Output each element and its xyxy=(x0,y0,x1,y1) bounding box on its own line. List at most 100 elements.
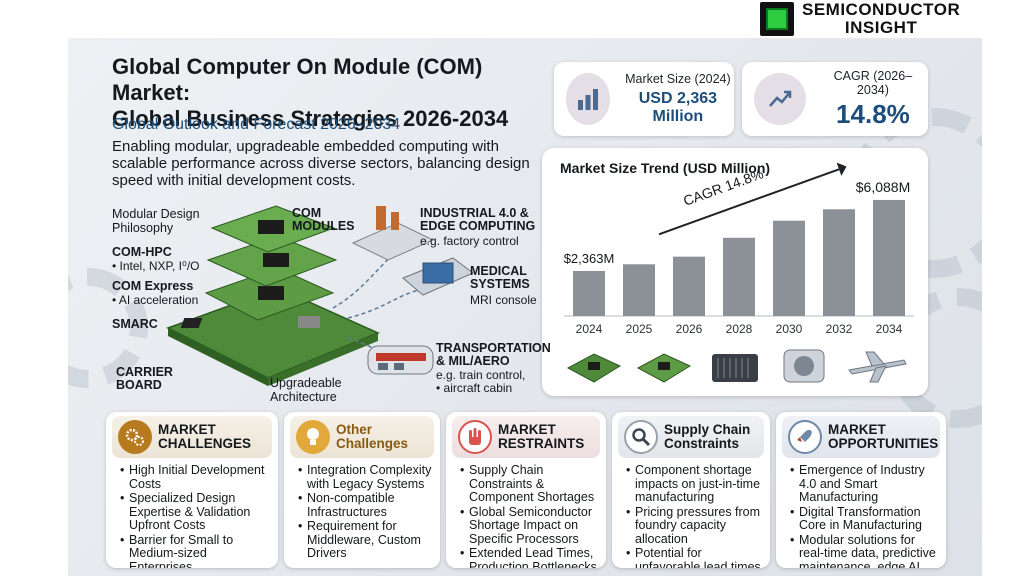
carrier-line2: BOARD xyxy=(116,378,162,392)
card-list: Integration Complexity with Legacy Syste… xyxy=(284,458,440,561)
airplane-icon xyxy=(848,351,907,383)
com-hpc-sub: • Intel, NXP, I⁰/O xyxy=(112,259,200,273)
trend-up-icon xyxy=(754,73,806,125)
transport-sub2: • aircraft cabin xyxy=(436,381,513,395)
board-chip xyxy=(180,318,203,328)
board-port xyxy=(298,316,320,328)
list-item: Integration Complexity with Legacy Syste… xyxy=(298,463,432,491)
brand-line1: SEMICONDUCTOR xyxy=(802,0,961,19)
chart-bar-2024 xyxy=(573,270,605,316)
medical-label: MEDICAL SYSTEMS xyxy=(470,265,530,291)
brand-logo: SEMICONDUCTOR INSIGHT xyxy=(760,0,982,38)
medical-sub: MRI console xyxy=(470,293,537,307)
x-tick-label: 2025 xyxy=(626,322,653,336)
modular-design-label: Modular Design Philosophy xyxy=(112,207,200,235)
x-tick-label: 2030 xyxy=(776,322,803,336)
market-size-card: Market Size (2024) USD 2,363 Million xyxy=(554,62,734,136)
cagr-annotation: CAGR 14.8% xyxy=(681,165,765,209)
transport-sub1: e.g. train control, xyxy=(436,368,526,382)
carrier-line1: CARRIER xyxy=(116,365,173,379)
gears-icon xyxy=(118,420,152,454)
market-opportunities-card: MARKET OPPORTUNITIES Emergence of Indust… xyxy=(776,412,946,568)
upgradeable-label: Upgradeable Architecture xyxy=(270,376,342,404)
train-icon xyxy=(367,345,434,375)
list-item: Digital Transformation Core in Manufactu… xyxy=(790,505,938,533)
medical-line1: MEDICAL xyxy=(470,264,527,278)
bar-chart-icon xyxy=(566,73,610,125)
card-title: Other Challenges xyxy=(336,422,409,451)
cagr-card: CAGR (2026–2034) 14.8% xyxy=(742,62,928,136)
mri-scanner-icon xyxy=(783,349,825,383)
list-item: Potential for unfavorable lead times xyxy=(626,546,762,568)
market-size-label: Market Size (2024) xyxy=(625,72,731,86)
industrial-label: INDUSTRIAL 4.0 & EDGE COMPUTING xyxy=(420,207,535,233)
carrier-board-edge-right xyxy=(268,333,378,386)
hand-stop-icon xyxy=(458,420,492,454)
x-tick-label: 2032 xyxy=(826,322,853,336)
cagr-value: 14.8% xyxy=(836,98,910,129)
card-header: Supply Chain Constraints xyxy=(618,416,764,458)
module-board-icon xyxy=(636,353,692,383)
com-hpc-chip xyxy=(258,220,284,234)
smarc-label: SMARC xyxy=(112,317,158,331)
transport-label: TRANSPORTATION & MIL/AERO xyxy=(436,342,551,368)
card-header: MARKET RESTRAINTS xyxy=(452,416,600,458)
transport-line1: TRANSPORTATION xyxy=(436,341,551,355)
list-item: Emergence of Industry 4.0 and Smart Manu… xyxy=(790,463,938,505)
chip-logo-icon xyxy=(760,2,794,36)
other-challenges-card: Other Challenges Integration Complexity … xyxy=(284,412,440,568)
x-tick-label: 2028 xyxy=(726,322,753,336)
module-board-icon xyxy=(566,353,622,383)
card-header: MARKET OPPORTUNITIES xyxy=(782,416,940,458)
card-title: MARKET RESTRAINTS xyxy=(498,422,585,451)
card-header: MARKET CHALLENGES xyxy=(112,416,272,458)
title-line1: Global Computer On Module (COM) Market: xyxy=(112,54,483,105)
chart-bar-2032 xyxy=(823,209,855,316)
com-modules-label: COM MODULES xyxy=(292,206,355,233)
x-tick-label: 2034 xyxy=(876,322,903,336)
rocket-icon xyxy=(788,420,822,454)
list-item: Supply Chain Constraints & Component Sho… xyxy=(460,463,598,505)
card-title: MARKET OPPORTUNITIES xyxy=(828,422,939,451)
market-size-value: USD 2,363 Million xyxy=(638,90,718,125)
market-challenges-card: MARKET CHALLENGES High Initial Developme… xyxy=(106,412,278,568)
page-subtitle: Global Outlook and Forecast 2026–2034 xyxy=(112,116,401,133)
title-line2: Global Business Strategies 2026-2034 xyxy=(112,106,509,131)
factory-icon xyxy=(351,206,435,261)
com-express-sub: • AI acceleration xyxy=(112,293,199,307)
brand-name: SEMICONDUCTOR INSIGHT xyxy=(802,1,960,37)
page-description: Enabling modular, upgradeable embedded c… xyxy=(112,138,530,189)
list-item: Barrier for Small to Medium-sized Enterp… xyxy=(120,533,270,568)
com-express-label: COM Express xyxy=(112,279,194,293)
brand-line2: INSIGHT xyxy=(844,18,918,37)
chart-bar-2025 xyxy=(623,264,655,316)
card-list: Component shortage impacts on just-in-ti… xyxy=(612,458,770,568)
card-list: Emergence of Industry 4.0 and Smart Manu… xyxy=(776,458,946,568)
mri-console-icon xyxy=(402,257,474,296)
chart-bar-2030 xyxy=(773,220,805,316)
magnifier-icon xyxy=(624,420,658,454)
cagr-label: CAGR (2026–2034) xyxy=(833,68,913,97)
supply-chain-card: Supply Chain Constraints Component short… xyxy=(612,412,770,568)
carrier-board-label: CARRIER BOARD xyxy=(116,366,173,392)
cagr-arrow-head xyxy=(836,162,847,176)
list-item: Extended Lead Times, Production Bottlene… xyxy=(460,546,598,568)
chart-bar-2028 xyxy=(723,237,755,316)
list-item: High Initial Development Costs xyxy=(120,463,270,491)
list-item: Global Semiconductor Shortage Impact on … xyxy=(460,505,598,547)
market-trend-chart: 2024 2025 2026 2028 2030 2032 2034 $2,363M $6,08… xyxy=(564,162,914,383)
x-tick-label: 2026 xyxy=(676,322,703,336)
chart-bar-2034 xyxy=(873,199,905,316)
list-item: Specialized Design Expertise & Validatio… xyxy=(120,491,270,533)
card-list: Supply Chain Constraints & Component Sho… xyxy=(446,458,606,568)
list-item: Component shortage impacts on just-in-ti… xyxy=(626,463,762,505)
chart-title: Market Size Trend (USD Million) xyxy=(560,160,771,176)
smarc-chip xyxy=(258,286,284,300)
market-restraints-card: MARKET RESTRAINTS Supply Chain Constrain… xyxy=(446,412,606,568)
list-item: Requirement for Middleware, Custom Drive… xyxy=(298,519,432,561)
data-label-first: $2,363M xyxy=(564,251,615,266)
data-label-last: $6,088M xyxy=(856,179,910,195)
card-header: Other Challenges xyxy=(290,416,434,458)
com-architecture-diagram xyxy=(166,205,474,386)
industrial-sub: e.g. factory control xyxy=(420,234,519,248)
